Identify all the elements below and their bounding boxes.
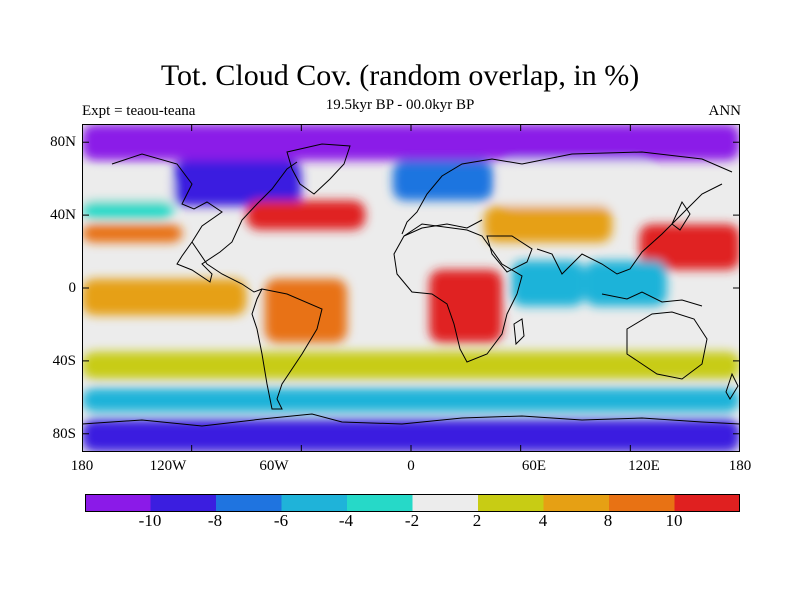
y-tick-80n: 80N	[50, 134, 76, 150]
colorbar-swatch	[543, 494, 609, 512]
madagascar-coast	[513, 318, 525, 346]
colorbar-swatch	[150, 494, 216, 512]
colorbar-label: -8	[207, 511, 223, 530]
japan-coast	[671, 200, 691, 231]
field-region	[82, 124, 740, 161]
coastlines	[82, 143, 740, 427]
colorbar-swatch	[216, 494, 282, 512]
field-region	[502, 160, 649, 206]
y-tick-0: 0	[68, 280, 77, 296]
europe-coast	[401, 158, 523, 235]
south-america-coast	[251, 288, 323, 410]
mediterranean-coast	[403, 219, 483, 237]
field-region	[584, 260, 667, 307]
colorbar-label: -4	[338, 511, 354, 530]
field-region	[246, 200, 366, 230]
field-region	[392, 160, 494, 201]
x-tick-120e: 120E	[628, 458, 660, 474]
greenland-coast	[286, 143, 351, 195]
colorbar-swatch	[478, 494, 544, 512]
colorbar-swatch	[347, 494, 413, 512]
field-region	[639, 224, 740, 270]
x-tick-120w: 120W	[149, 458, 187, 474]
colorbar-label: 10	[665, 511, 683, 530]
central-america-coast	[191, 241, 263, 293]
x-tick-180e: 180	[728, 458, 752, 474]
chart-subtitle: 19.5kyr BP - 00.0kyr BP	[325, 97, 475, 113]
field-region	[484, 206, 613, 243]
indonesia-coast	[601, 291, 703, 307]
chart-title: Tot. Cloud Cov. (random overlap, in %)	[160, 59, 640, 92]
colorbar-label: 4	[538, 511, 548, 530]
world-map-plot	[82, 124, 740, 452]
colorbar-swatch	[412, 494, 478, 512]
field-region	[82, 419, 740, 452]
field-region	[429, 269, 503, 343]
field-region	[82, 278, 247, 316]
africa-coast	[393, 223, 523, 363]
x-tick-0: 0	[407, 458, 415, 474]
colorbar	[85, 494, 740, 512]
axis-ticks	[82, 124, 740, 452]
field-region	[511, 260, 585, 307]
field-region	[82, 388, 740, 412]
colorbar-label: 8	[603, 511, 613, 530]
colorbar-label: -6	[273, 511, 289, 530]
x-tick-180w: 180	[70, 458, 94, 474]
field-region	[82, 200, 174, 219]
y-tick-40s: 40S	[52, 353, 76, 369]
experiment-label: Expt = teaou-teana	[82, 103, 196, 119]
arabia-coast	[486, 235, 533, 273]
asia-coast	[521, 151, 733, 275]
y-tick-80s: 80S	[52, 426, 76, 442]
field-region	[82, 175, 174, 206]
field-region	[82, 224, 183, 243]
colorbar-swatch	[85, 494, 151, 512]
colorbar-frame	[85, 494, 740, 512]
colorbar-label: 2	[472, 511, 482, 530]
colorbar-swatch	[281, 494, 347, 512]
x-tick-60w: 60W	[259, 458, 289, 474]
colorbar-label: -10	[138, 511, 162, 530]
north-america-coast	[111, 153, 298, 283]
colorbar-swatch	[674, 494, 740, 512]
colorbar-swatch	[609, 494, 675, 512]
field-region	[264, 278, 348, 343]
australia-coast	[626, 311, 708, 380]
season-label: ANN	[708, 103, 742, 119]
field-region	[173, 160, 302, 206]
cloud-anomaly-field	[82, 124, 740, 452]
colorbar-label: -2	[404, 511, 420, 530]
x-tick-60e: 60E	[521, 458, 547, 474]
antarctica-coast	[82, 413, 740, 427]
field-region	[82, 351, 740, 380]
y-tick-40n: 40N	[50, 207, 76, 223]
new-zealand-coast	[725, 372, 739, 400]
